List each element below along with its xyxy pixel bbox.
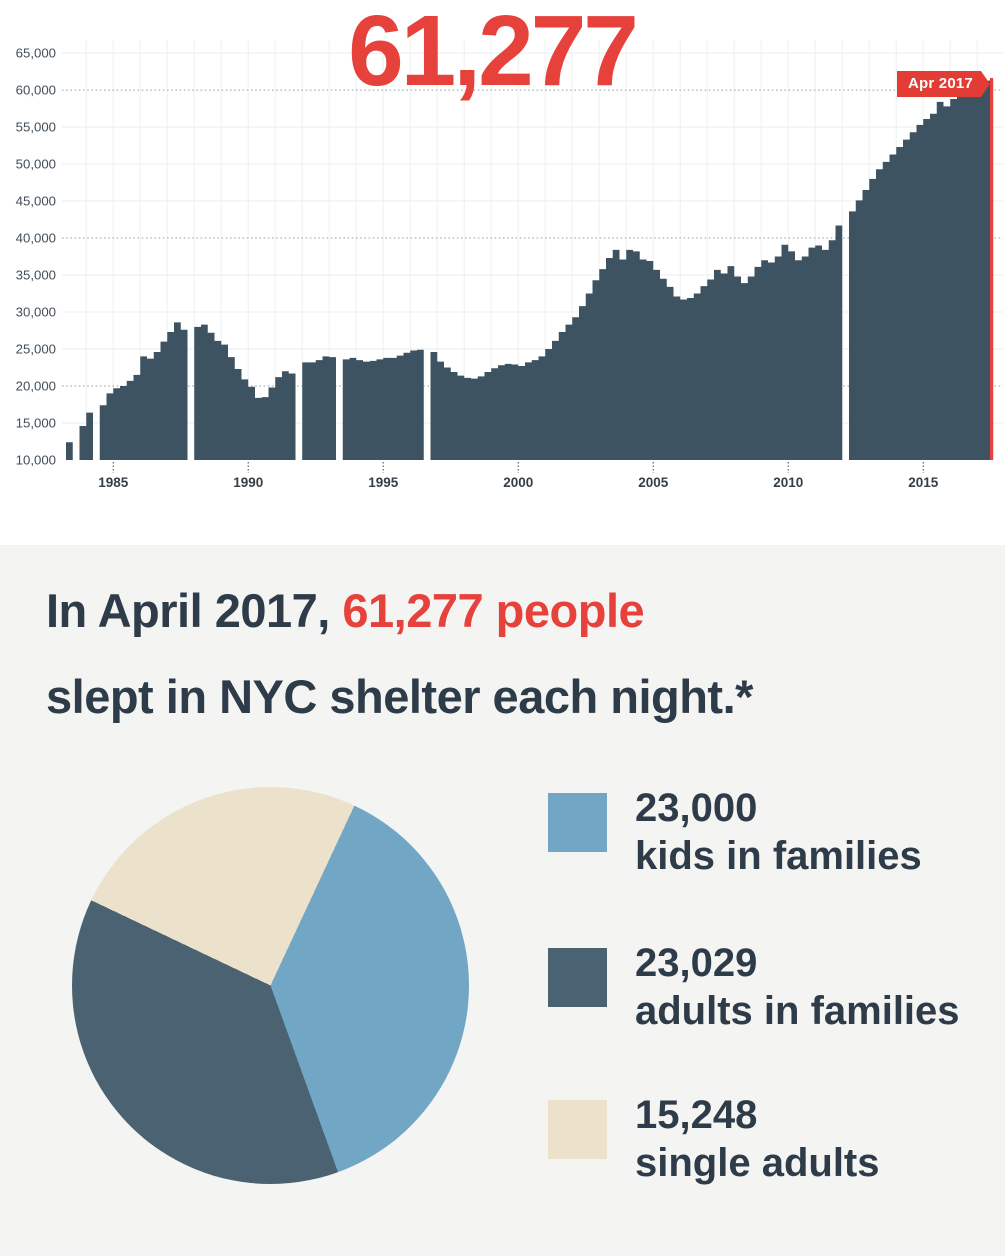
- kids-value: 23,000: [635, 786, 758, 830]
- shelter-trend-section: 65,000 60,000 55,000 50,000 45,000 40,000 35,0…: [0, 0, 1005, 545]
- summary-headline: In April 2017, 61,277 people slept in NY…: [46, 568, 966, 740]
- svg-text:25,000: 25,000: [16, 342, 56, 357]
- svg-text:2005: 2005: [638, 475, 669, 490]
- singles-value: 15,248: [635, 1093, 758, 1137]
- svg-text:2010: 2010: [773, 475, 803, 490]
- headline-red-part: 61,277 people: [342, 584, 645, 637]
- svg-text:1995: 1995: [368, 475, 399, 490]
- kids-label: kids in families: [635, 834, 922, 878]
- svg-text:30,000: 30,000: [16, 305, 56, 320]
- apr-2017-flag: Apr 2017: [897, 71, 990, 97]
- svg-text:40,000: 40,000: [16, 231, 56, 246]
- svg-text:2015: 2015: [908, 475, 939, 490]
- singles-swatch: [548, 1100, 607, 1159]
- svg-text:10,000: 10,000: [16, 453, 56, 468]
- apr-2017-flag-label: Apr 2017: [908, 75, 973, 92]
- shelter-population-bar-chart: 65,000 60,000 55,000 50,000 45,000 40,000 35,0…: [16, 40, 1003, 490]
- legend-item-singles: 15,248 single adults: [548, 1093, 880, 1188]
- svg-text:35,000: 35,000: [16, 268, 56, 283]
- svg-text:15,000: 15,000: [16, 416, 56, 431]
- headline-dark-part: In April 2017,: [46, 584, 330, 637]
- adults-value: 23,029: [635, 941, 758, 985]
- headline-line2: slept in NYC shelter each night.*: [46, 670, 753, 723]
- svg-text:1985: 1985: [98, 475, 129, 490]
- svg-text:50,000: 50,000: [16, 157, 56, 172]
- legend-item-kids: 23,000 kids in families: [548, 786, 922, 881]
- svg-text:1990: 1990: [233, 475, 263, 490]
- singles-label: single adults: [635, 1141, 880, 1185]
- summary-section: In April 2017, 61,277 people slept in NY…: [0, 545, 1005, 1256]
- headline-count: 61,277: [348, 0, 639, 107]
- svg-text:2000: 2000: [503, 475, 533, 490]
- adults-label: adults in families: [635, 989, 960, 1033]
- kids-swatch: [548, 793, 607, 852]
- pie-chart: [72, 787, 469, 1184]
- svg-text:45,000: 45,000: [16, 194, 56, 209]
- legend-item-adults: 23,029 adults in families: [548, 941, 960, 1036]
- adults-swatch: [548, 948, 607, 1007]
- svg-text:60,000: 60,000: [16, 83, 56, 98]
- svg-text:20,000: 20,000: [16, 379, 56, 394]
- svg-text:55,000: 55,000: [16, 120, 56, 135]
- svg-text:65,000: 65,000: [16, 46, 56, 61]
